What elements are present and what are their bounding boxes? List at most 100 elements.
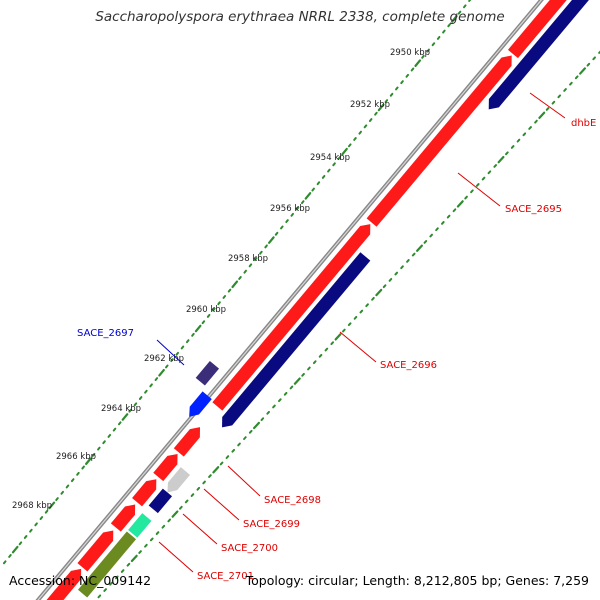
gc-skew-dot [316,181,321,186]
gc-content-dot [120,569,125,573]
gene-label-leader [203,488,240,521]
scale-tick-label: 2956 kbp [270,204,310,214]
gc-content-dot [359,309,364,314]
gc-content-dot [411,252,416,257]
gc-skew-dot [158,368,165,377]
gene-label-text: SACE_2698 [264,495,321,506]
gc-skew-dot [8,554,12,558]
gene-sace2700 [132,479,157,507]
gc-skew-dot [185,339,190,344]
scale-tick-label: 2964 kbp [101,404,141,414]
gc-skew-dot [217,301,221,306]
gc-skew-dot [253,257,258,261]
gc-skew-dot [321,174,326,179]
gc-content-dot [579,67,587,75]
gene-sace2696 [212,224,371,411]
gc-skew-dot [102,440,106,445]
gc-skew-dot [128,408,132,413]
scale-ticks: 2950 kbp 2952 kbp 2954 kbp 2956 kbp 2958 kbp… [12,48,430,511]
gc-skew-dot [112,427,117,432]
gc-content-dot [130,554,138,563]
gc-content-dot [371,296,375,301]
gc-skew-dot [363,124,368,129]
gc-skew-dot [405,73,410,78]
gc-content-dot [505,151,509,156]
gc-content-dot [375,288,383,297]
gene-fwd-end [77,530,114,572]
gc-content-dot [569,81,573,86]
gc-skew-dot [154,377,159,381]
gc-content-dot [243,436,247,441]
gc-content-dot [388,277,393,282]
gc-content-dot [342,328,346,333]
gc-content-dot [219,461,224,466]
gc-skew-dot [76,471,80,476]
gc-skew-dot [34,522,38,527]
gc-skew-dot [23,535,28,539]
gc-skew-dot [431,42,436,47]
gc-content-dot [400,265,404,270]
gene-label-leader [339,331,377,363]
gc-content-dot [493,164,498,168]
gc-skew-dot [468,0,472,2]
gc-skew-dot [259,250,263,255]
gc-content-dot [149,537,154,542]
gc-content-dot [592,56,596,61]
gene-label-text: SACE_2696 [380,360,437,371]
gc-skew-dot [60,490,65,495]
gc-skew-dot [212,307,216,312]
gc-skew-dot [304,192,312,200]
gc-skew-dot [81,465,85,470]
gene-sace2701 [110,504,136,532]
gc-skew-dot [165,364,169,369]
scale-tick-label: 2954 kbp [310,153,350,163]
gc-content-dot [557,94,562,99]
gc-content-dot [184,499,189,504]
gc-content-dot [272,404,276,409]
gc-skew-dot [327,168,331,173]
gc-skew-dot [442,29,446,34]
gc-skew-dot [400,80,404,85]
gene-teal [128,513,152,538]
gc-skew-dot [450,15,458,23]
gc-skew-dot [447,23,451,28]
gc-content-dot [510,145,515,149]
gc-skew-dot [426,48,430,53]
gc-content-dot [452,208,457,213]
gc-skew-dot [194,324,202,333]
gc-content-dot [334,333,342,341]
scale-tick-label: 2958 kbp [228,254,268,264]
gc-content-dot [423,240,428,244]
gene-label-text: dhbE [571,118,596,129]
gc-skew-dot [97,446,101,451]
gc-content-dot [171,510,179,518]
gc-skew-dot [389,92,394,97]
gc-content-dot [253,421,260,430]
gc-skew-dot [48,501,56,510]
gene-rev-small [148,488,173,514]
gc-skew-dot [206,313,211,318]
gene-label-leader [182,513,218,545]
gc-skew-dot [170,358,174,363]
gc-skew-dot [300,200,305,205]
gc-skew-dot [231,280,239,289]
gc-skew-dot [414,59,422,67]
gc-content-dot [528,126,532,130]
gc-content-dot [324,347,329,352]
gc-content-dot [318,353,323,358]
gc-content-dot [114,575,119,580]
scale-tick-label: 2952 kbp [350,100,390,110]
gc-content-dot [330,341,335,346]
gc-skew-dot [280,225,284,230]
gc-skew-dot [29,528,33,533]
scale-tick-label: 2966 kbp [56,452,96,462]
gc-skew-dot [243,269,247,274]
gene-sace2696-rev [222,252,371,428]
gc-skew-dot [138,396,143,400]
gc-content-dot [497,155,505,164]
scale-tick-label: 2962 kbp [144,354,184,364]
gene-labels: dhbE SACE_2695 SACE_2696 SACE_2697 SACE_2698… [77,92,596,582]
gc-content-dot [441,221,445,225]
